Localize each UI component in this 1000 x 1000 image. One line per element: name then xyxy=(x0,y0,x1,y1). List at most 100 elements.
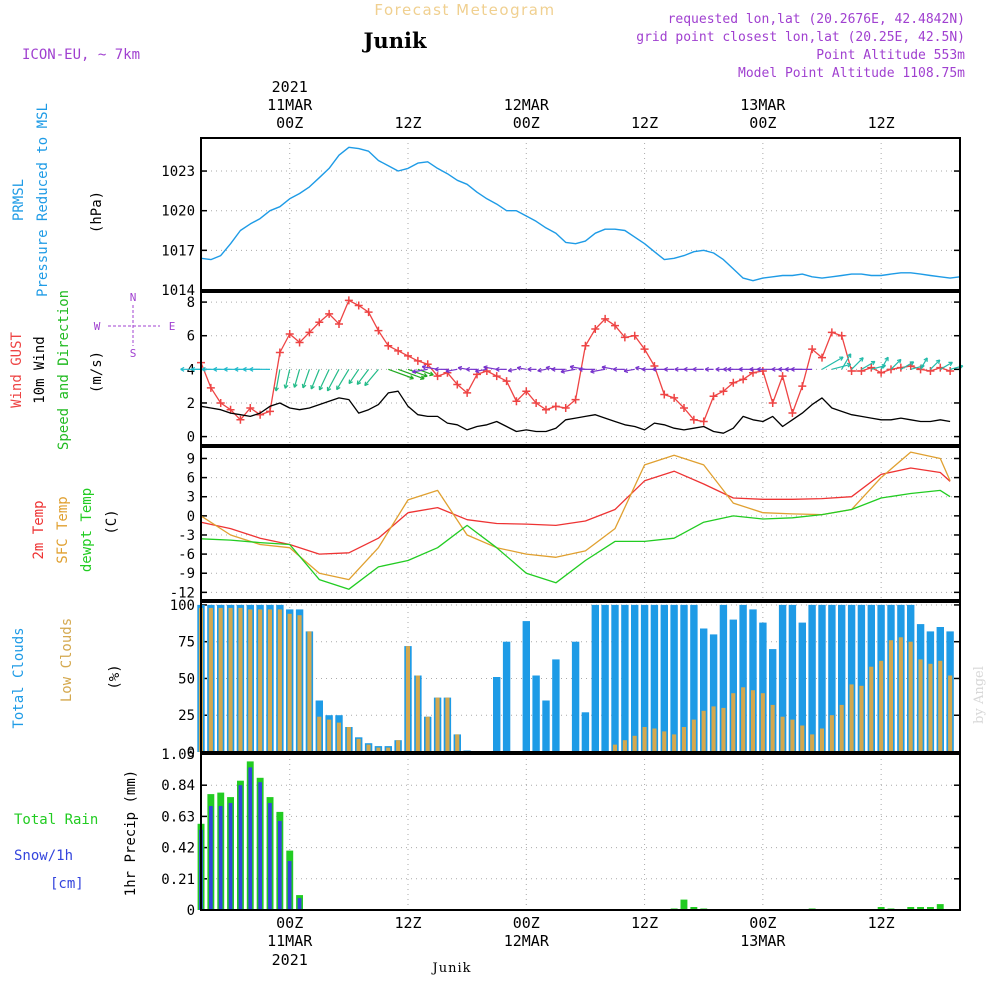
top-hour-label: 00Z xyxy=(276,114,303,132)
snow-bar xyxy=(268,803,272,910)
wind-arrow-head xyxy=(870,360,876,366)
low-clouds-bar xyxy=(376,747,381,752)
top-date-label: 12MAR xyxy=(504,96,550,114)
y-tick-label: 100 xyxy=(170,598,195,614)
wind-direction-arrow xyxy=(508,368,517,372)
wind-gust-marker xyxy=(532,398,541,407)
low-clouds-bar xyxy=(455,734,460,752)
low-clouds-bar xyxy=(356,738,361,752)
wind-arrow-head xyxy=(234,366,239,372)
wind-direction-arrow xyxy=(939,361,953,370)
total-clouds-bar xyxy=(571,641,580,752)
wind-gust-marker xyxy=(571,395,580,404)
low-clouds-bar xyxy=(800,725,805,752)
wind-arrow-head xyxy=(727,366,732,372)
wind-gust-marker xyxy=(315,318,324,327)
wind-arrow-head xyxy=(635,365,640,371)
total-clouds-bar xyxy=(581,712,590,752)
wind-arrow-head xyxy=(537,367,542,373)
total-clouds-bar xyxy=(611,604,619,752)
wind-direction-arrow xyxy=(336,369,350,390)
wind-gust-marker xyxy=(236,415,245,424)
wind-direction-arrow xyxy=(302,369,310,389)
wind-arrow-head xyxy=(715,366,720,372)
top-hour-label: 00Z xyxy=(513,114,540,132)
compass-s: S xyxy=(130,347,137,360)
pressure-msl-label: Pressure Reduced to MSL xyxy=(35,103,51,297)
snow-bar xyxy=(218,806,223,910)
wind-gust-marker xyxy=(926,367,935,376)
low-clouds-bar xyxy=(819,728,824,752)
wind-direction-arrow xyxy=(475,368,487,372)
wind-gust-marker xyxy=(611,321,619,330)
low-clouds-bar xyxy=(435,697,440,752)
low-clouds-bar xyxy=(336,722,341,752)
wind-gust-marker xyxy=(226,405,235,414)
wind-direction-arrow xyxy=(356,368,370,385)
model-point-altitude: Model Point Altitude 1108.75m xyxy=(738,66,965,81)
wind-arrow-head xyxy=(846,353,852,358)
wind-gust-marker xyxy=(709,392,718,401)
low-clouds-bar xyxy=(248,609,253,752)
low-clouds-bar xyxy=(218,607,223,752)
total-clouds-bar xyxy=(522,621,530,752)
bottom-hour-label: 12Z xyxy=(394,914,421,932)
wind-arrow-head xyxy=(420,375,425,380)
wind-direction-arrow xyxy=(275,369,281,392)
wind-arrow-head xyxy=(674,366,679,372)
wind-direction-arrow xyxy=(284,369,291,389)
wind-gust-marker xyxy=(285,330,294,339)
wind-arrow-head xyxy=(641,366,646,372)
low-clouds-bar xyxy=(888,640,893,752)
temp-2m-label: 2m Temp xyxy=(31,500,47,559)
wind-gust-marker xyxy=(335,319,343,328)
wind-panel: 0 2 4 6 8 xyxy=(180,291,964,446)
wind-direction-arrow xyxy=(310,369,320,390)
wind-arrow-head xyxy=(421,364,427,370)
low-clouds-bar xyxy=(405,646,410,752)
clouds-unit-label: (%) xyxy=(107,664,123,689)
wind-arrow-head xyxy=(201,366,206,372)
low-clouds-bar xyxy=(869,666,874,752)
wind-direction-arrow xyxy=(517,367,527,370)
wind-arrow-head xyxy=(516,365,522,371)
low-clouds-bar xyxy=(612,744,617,752)
bottom-hour-label: 00Z xyxy=(276,914,303,932)
pressure-panel-labels: PRMSL Pressure Reduced to MSL (hPa) xyxy=(11,103,105,297)
wind-arrow-head xyxy=(457,365,463,371)
snow-bar xyxy=(258,782,262,910)
wind-gust-marker xyxy=(887,365,895,374)
wind-arrow-head xyxy=(412,369,417,374)
snow-bar xyxy=(209,806,213,910)
wind-arrow-head xyxy=(896,358,902,364)
total-clouds-bar xyxy=(759,622,767,752)
wind-direction-arrow xyxy=(821,356,844,370)
total-clouds-bar xyxy=(788,604,797,752)
wind-arrow-head xyxy=(310,384,315,390)
panel-border xyxy=(200,753,961,911)
wind-direction-arrow xyxy=(412,368,428,373)
low-clouds-bar xyxy=(760,693,765,752)
wind-gust-marker xyxy=(295,338,304,347)
wind-gust-marker xyxy=(729,378,738,387)
low-clouds-bar xyxy=(307,631,312,752)
wind-arrow-head xyxy=(749,366,754,372)
low-clouds-bar xyxy=(898,637,903,752)
temp-panel-labels: 2m Temp SFC Temp dewpt Temp (C) xyxy=(31,488,120,572)
low-clouds-bar xyxy=(287,613,292,752)
panel-border xyxy=(200,446,961,601)
wind-gust-marker xyxy=(453,380,462,389)
panel-background xyxy=(201,754,960,910)
wind-gust-marker xyxy=(492,372,501,381)
total-clouds-bar xyxy=(502,641,511,752)
wind-gust-marker xyxy=(482,367,491,376)
compass-e: E xyxy=(169,320,176,333)
wind-arrow-head xyxy=(846,362,852,368)
footer-location: Junik xyxy=(431,961,472,976)
total-clouds-label: Total Clouds xyxy=(11,627,27,728)
wind-direction-arrow xyxy=(851,357,864,370)
wind-arrow-head xyxy=(601,365,606,370)
precip-axis-label: 1hr Precip (mm) xyxy=(123,770,139,896)
wind-direction-arrow xyxy=(560,368,576,373)
